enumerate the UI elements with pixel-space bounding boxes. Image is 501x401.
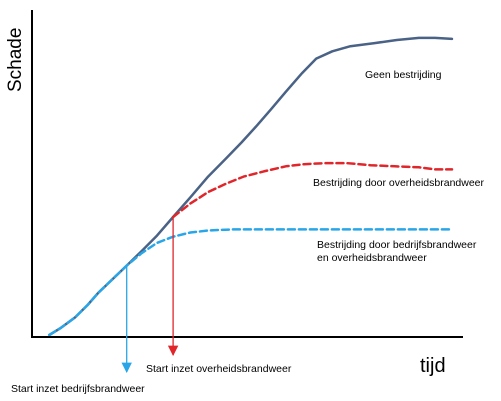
- series-label-line: en overheidsbrandweer: [317, 252, 427, 264]
- series-line-bestrijding-door-overheidsbrandweer: [171, 161, 454, 219]
- series-label-line: Geen bestrijding: [365, 69, 442, 81]
- series-label-bedrijfsbrandweer: Bestrijding door bedrijfsbrandweer en ov…: [317, 239, 479, 264]
- series-layer: [48, 36, 454, 337]
- annotation-layer: [121, 217, 179, 374]
- y-axis-label: Schade: [5, 28, 26, 92]
- x-axis-label: tijd: [420, 355, 446, 377]
- series-label-overheidsbrandweer: Bestrijding door overheidsbrandweer: [313, 177, 485, 189]
- series-label-line: Bestrijding door overheidsbrandweer: [313, 177, 485, 189]
- series-line-bestrijding-door-bedrijfsbrandweer-en-overheidsbrandweer: [48, 228, 454, 337]
- annotation-label-bedrijfsbrandweer: Start inzet bedrijfsbrandweer: [11, 383, 145, 395]
- series-label-line: Bestrijding door bedrijfsbrandweer: [317, 239, 477, 251]
- series-label-geen-bestrijding: Geen bestrijding: [365, 69, 442, 81]
- annotation-label-overheidsbrandweer: Start inzet overheidsbrandweer: [146, 363, 292, 375]
